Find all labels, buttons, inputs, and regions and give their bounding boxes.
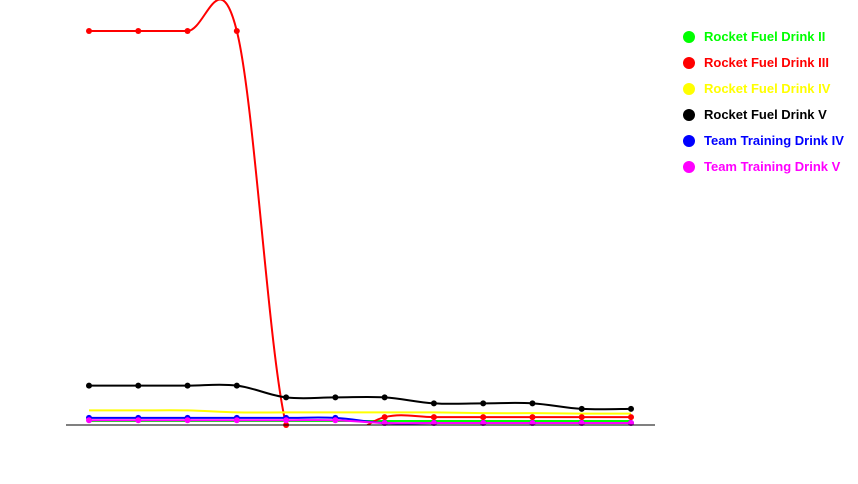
series-markers [86, 28, 634, 428]
data-point-rocket-fuel-drink-iii [628, 414, 634, 421]
data-point-rocket-fuel-drink-v [332, 394, 339, 401]
data-point-rocket-fuel-drink-iii [480, 414, 487, 421]
series-lines [88, 0, 632, 425]
data-point-team-training-drink-v [184, 417, 191, 424]
data-point-rocket-fuel-drink-v [184, 382, 191, 389]
data-point-rocket-fuel-drink-v [628, 405, 634, 412]
data-point-rocket-fuel-drink-v [480, 400, 487, 407]
legend-swatch-icon [683, 57, 695, 69]
data-point-rocket-fuel-drink-v [233, 382, 240, 389]
legend-item-team-training-drink-v: Team Training Drink V [683, 154, 844, 180]
data-point-rocket-fuel-drink-v [578, 405, 585, 412]
data-point-rocket-fuel-drink-v [86, 382, 92, 389]
legend-item-rocket-fuel-drink-v: Rocket Fuel Drink V [683, 102, 844, 128]
data-point-rocket-fuel-drink-v [283, 394, 290, 401]
legend-label: Rocket Fuel Drink II [704, 29, 826, 44]
data-point-rocket-fuel-drink-iii [529, 414, 536, 421]
data-point-rocket-fuel-drink-iii [184, 28, 191, 34]
legend-label: Rocket Fuel Drink V [704, 107, 827, 122]
legend-label: Team Training Drink IV [704, 133, 844, 148]
data-point-rocket-fuel-drink-v [381, 394, 388, 401]
data-point-team-training-drink-v [135, 417, 142, 424]
legend-swatch-icon [683, 135, 695, 147]
data-point-rocket-fuel-drink-v [430, 400, 437, 407]
data-point-rocket-fuel-drink-v [529, 400, 536, 407]
legend-swatch-icon [683, 161, 695, 173]
series-line-rocket-fuel-drink-iii [89, 0, 631, 425]
data-point-rocket-fuel-drink-v [135, 382, 142, 389]
legend-label: Team Training Drink V [704, 159, 841, 174]
legend-item-rocket-fuel-drink-iv: Rocket Fuel Drink IV [683, 76, 844, 102]
legend-item-rocket-fuel-drink-ii: Rocket Fuel Drink II [683, 24, 844, 50]
data-point-rocket-fuel-drink-iii [86, 28, 92, 34]
data-point-rocket-fuel-drink-iii [135, 28, 142, 34]
legend-swatch-icon [683, 83, 695, 95]
series-line-team-training-drink-v [88, 419, 631, 425]
series-line-rocket-fuel-drink-iv [89, 409, 632, 415]
data-point-rocket-fuel-drink-iii [430, 414, 437, 421]
legend-swatch-icon [683, 109, 695, 121]
data-point-team-training-drink-v [233, 417, 240, 424]
data-point-team-training-drink-v [332, 417, 339, 424]
series-line-rocket-fuel-drink-v [89, 383, 632, 411]
legend-swatch-icon [683, 31, 695, 43]
data-point-team-training-drink-v [86, 417, 92, 424]
data-point-rocket-fuel-drink-iii [381, 414, 388, 421]
data-point-rocket-fuel-drink-iii [233, 28, 240, 34]
legend: Rocket Fuel Drink II Rocket Fuel Drink I… [683, 24, 844, 180]
legend-item-team-training-drink-iv: Team Training Drink IV [683, 128, 844, 154]
data-point-rocket-fuel-drink-iii [578, 414, 585, 421]
legend-item-rocket-fuel-drink-iii: Rocket Fuel Drink III [683, 50, 844, 76]
legend-label: Rocket Fuel Drink III [704, 55, 829, 70]
legend-label: Rocket Fuel Drink IV [704, 81, 831, 96]
data-point-team-training-drink-v [283, 417, 290, 424]
